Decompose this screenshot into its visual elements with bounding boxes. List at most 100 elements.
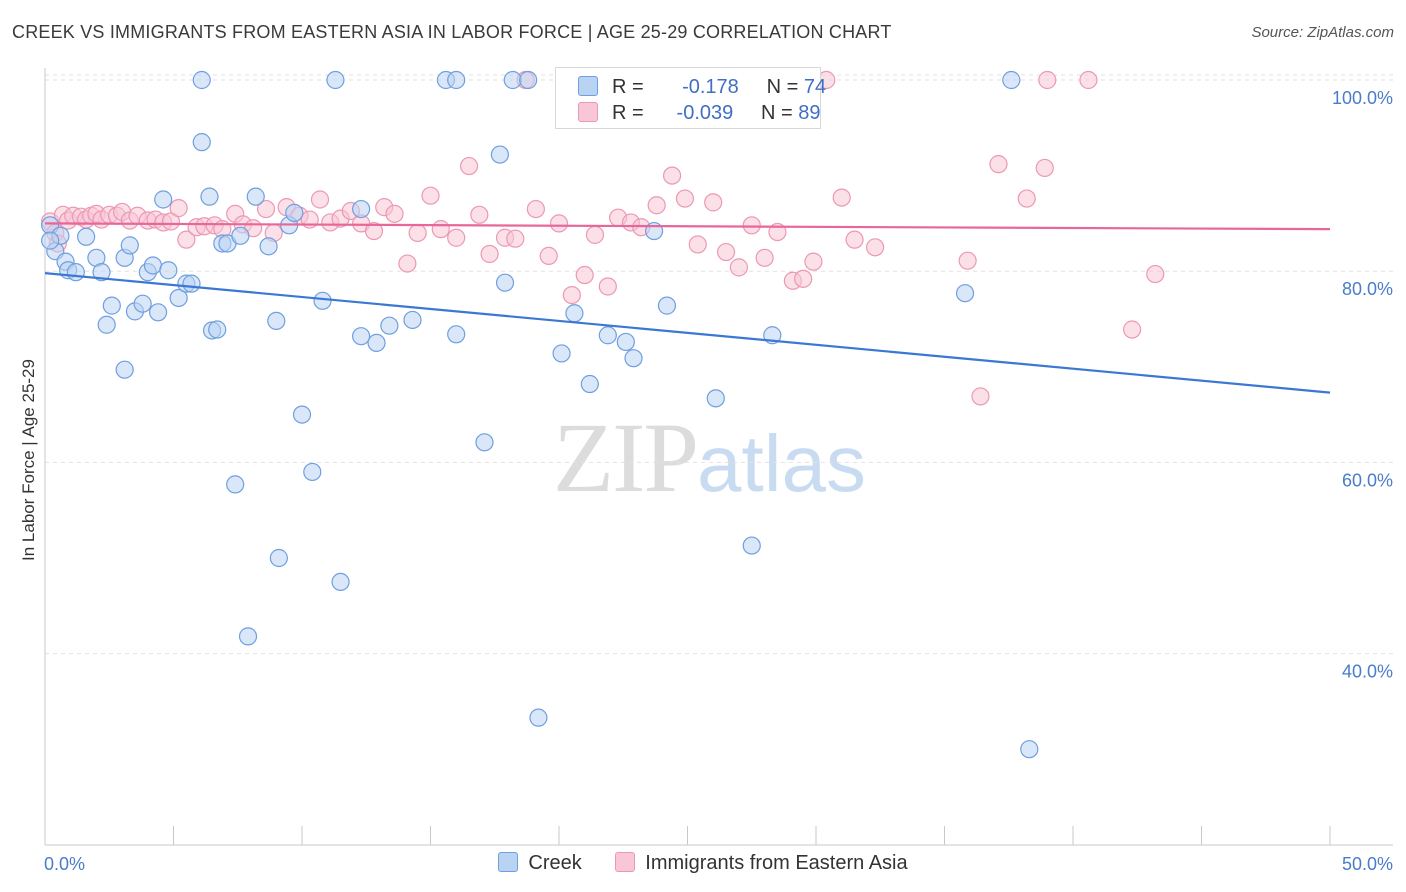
immigrants-point [866,238,885,257]
immigrants-point [256,199,276,219]
immigrants-point [549,214,569,233]
creek-point [92,263,111,282]
immigrants-point [804,252,823,271]
legend-row-immigrants: R = -0.039 N = 89 [578,102,821,128]
immigrants-point [716,242,736,262]
creek-point [120,236,139,255]
creek-point [367,333,386,352]
creek-point [1020,740,1039,759]
immigrants-point [364,221,384,241]
creek-point [403,310,422,330]
creek-point [238,627,258,646]
creek-point [616,332,635,352]
immigrants-point [832,188,851,207]
creek-point [133,294,152,313]
y-tick-label: 100.0% [1332,88,1393,108]
creek-point [41,231,60,250]
immigrants-point [585,225,605,244]
creek-point [552,344,571,363]
creek-point [292,405,312,424]
series-creek-points [41,70,1039,759]
r-label: R = [612,102,644,124]
immigrants-point [971,387,990,406]
creek-point [326,70,345,90]
creek-point [192,133,211,152]
immigrants-point [688,235,707,254]
immigrants-point [729,258,749,277]
creek-point [154,190,173,209]
immigrants-point [539,246,558,266]
creek-point [115,360,134,379]
legend-item-creek: Creek [498,852,582,875]
creek-swatch [578,76,598,96]
immigrants-point [526,199,545,219]
watermark: ZIPatlas [553,400,866,515]
immigrants-point [845,230,864,249]
legend-label: Creek [528,852,582,874]
n-label: N = [766,76,799,98]
immigrants-point [958,251,977,270]
immigrants-point [704,193,723,212]
immigrants-point [398,254,417,273]
creek-point [200,187,219,206]
creek-point [269,548,288,568]
creek-point [246,187,265,206]
correlation-legend: R = -0.178 N = 74 R = -0.039 N = 89 [555,67,826,129]
creek-point [447,325,466,344]
creek-trend-line [44,272,1331,394]
immigrants-point [1035,158,1054,178]
legend-label: Immigrants from Eastern Asia [645,852,908,874]
watermark-atlas: atlas [697,419,866,508]
creek-point [182,274,201,293]
n-label: N = [761,102,793,124]
immigrants-swatch [578,102,598,122]
immigrants-point [431,220,450,239]
creek-point [519,70,538,90]
legend-item-immigrants: Immigrants from Eastern Asia [615,852,908,875]
immigrants-point [470,205,489,224]
chart-source: Source: ZipAtlas.com [1251,24,1394,41]
immigrants-point [1123,320,1142,339]
immigrants-point [310,190,330,209]
y-tick-label: 40.0% [1342,662,1393,682]
r-value: -0.178 [682,76,739,98]
creek-point [529,708,548,727]
r-value: -0.039 [676,102,734,124]
creek-point [352,327,371,346]
immigrants-trend-line [44,222,1331,231]
creek-point [66,263,85,282]
y-axis-label: In Labor Force | Age 25-29 [19,359,38,561]
creek-point [267,311,286,331]
creek-point [159,261,178,280]
x-tick-label: 0.0% [44,854,85,874]
y-tick-label: 60.0% [1342,470,1393,490]
immigrants-point [598,277,617,296]
immigrants-point [562,286,581,305]
x-tick-label: 50.0% [1342,854,1393,874]
immigrants-point [506,229,525,248]
immigrants-point [1146,264,1165,284]
creek-point [447,70,466,90]
axes [44,68,1393,846]
creek-point [352,199,371,219]
creek-point [580,374,599,394]
immigrants-point [161,212,181,231]
immigrants-point [169,199,188,218]
creek-point [231,226,250,245]
series-legend: Creek Immigrants from Eastern Asia [0,852,1406,875]
immigrants-swatch [615,852,636,872]
immigrants-point [675,189,695,208]
immigrants-point [408,223,427,243]
creek-point [598,326,617,345]
immigrants-point [575,265,594,285]
creek-point [475,433,494,452]
r-label: R = [612,76,644,98]
creek-point [565,304,584,323]
immigrants-point [742,216,761,235]
immigrants-point [1017,189,1036,208]
creek-point [331,572,350,592]
creek-point [192,70,211,90]
creek-point [148,303,168,322]
creek-point [169,288,188,308]
